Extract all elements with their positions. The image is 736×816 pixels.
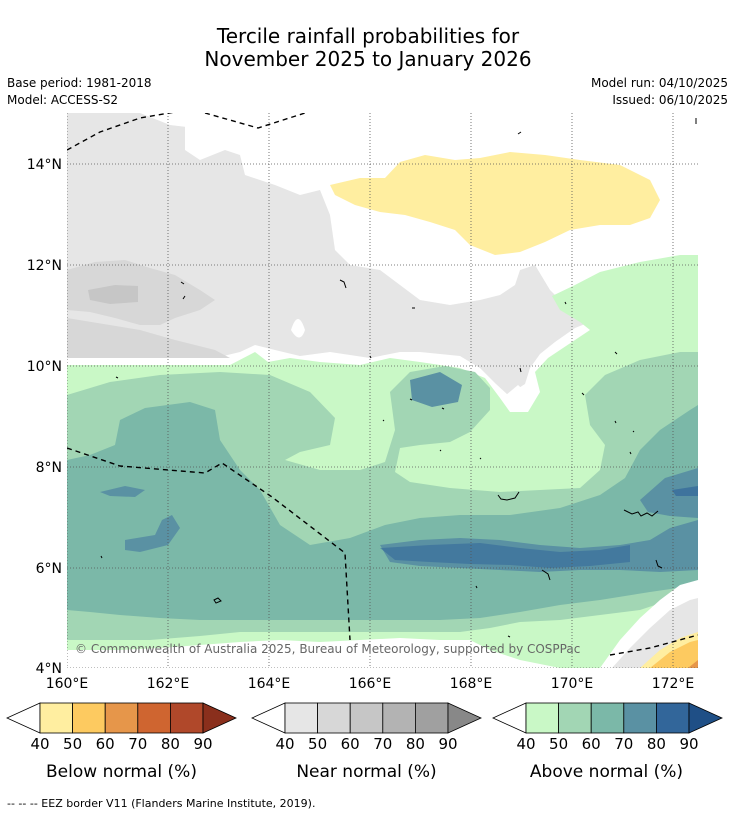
below-normal-60: [688, 660, 698, 668]
colorbar-tick-label: 80: [406, 735, 425, 753]
colorbar-above-normal: 40 50 60 70 80 90: [492, 702, 723, 753]
near-normal-60: [88, 285, 138, 304]
colorbar-segment: [72, 702, 106, 734]
above-normal-80: [380, 543, 630, 568]
colorbar-extend-low: [492, 702, 527, 734]
model-run: Model run: 04/10/2025: [590, 76, 728, 90]
colorbar-segment: [137, 702, 171, 734]
colorbar-tick-label: 80: [647, 735, 666, 753]
colorbar-tick-label: 50: [549, 735, 568, 753]
colorbar-segment: [558, 702, 592, 734]
lat-label: 8°N: [36, 460, 62, 476]
below-normal-region: [330, 152, 660, 255]
colorbar-segment: [525, 702, 559, 734]
colorbar-tick-label: 70: [614, 735, 633, 753]
white-gap: [140, 113, 360, 130]
colorbar-segment: [284, 702, 318, 734]
map-gridlines: [67, 113, 698, 668]
lon-label: 172°E: [652, 676, 695, 692]
lat-label: 14°N: [27, 157, 62, 173]
colorbar-tick-label: 60: [582, 735, 601, 753]
base-period: Base period: 1981-2018: [7, 76, 152, 90]
lon-label: 170°E: [551, 676, 594, 692]
colorbar-segment: [39, 702, 73, 734]
near-normal-50: [67, 260, 215, 325]
colorbar-below-normal: 40 50 60 70 80 90: [6, 702, 237, 753]
lat-label: 12°N: [27, 258, 62, 274]
above-normal-70: [640, 468, 698, 518]
eez-border: [67, 113, 698, 656]
colorbar-segment: [169, 702, 204, 734]
colorbar-tick-label: 70: [128, 735, 147, 753]
lon-label: 166°E: [349, 676, 392, 692]
colorbar-tick-label: 70: [373, 735, 392, 753]
eez-footnote: -- -- -- EEZ border V11 (Flanders Marine…: [7, 797, 316, 810]
colorbar-tick-label: 40: [275, 735, 294, 753]
lon-label: 164°E: [248, 676, 291, 692]
lat-label: 10°N: [27, 359, 62, 375]
colorbar-tick-label: 90: [438, 735, 457, 753]
below-normal-50: [650, 640, 698, 668]
lon-label: 168°E: [450, 676, 493, 692]
colorbar-segment: [656, 702, 690, 734]
chart-title-line2: November 2025 to January 2026: [204, 47, 532, 71]
colorbar-segment: [104, 702, 139, 734]
colorbar-segment: [382, 702, 416, 734]
colorbar-extend-high: [202, 702, 237, 734]
colorbar-segment: [414, 702, 449, 734]
colorbar-tick-label: 40: [30, 735, 49, 753]
colorbar-tick-label: 60: [96, 735, 115, 753]
lon-label: 160°E: [46, 676, 89, 692]
colorbar-title-above: Above normal (%): [529, 762, 684, 782]
colorbar-tick-label: 50: [63, 735, 82, 753]
islands: [100, 118, 697, 638]
colorbar-near-normal: 40 50 60 70 80 90: [251, 702, 482, 753]
white-gap: [291, 319, 305, 338]
lat-label: 6°N: [36, 561, 62, 577]
colorbar-segment: [590, 702, 625, 734]
near-normal-region: [67, 113, 590, 395]
above-normal-70: [125, 515, 180, 552]
colorbar-legend: 40 50 60 70 80 90 40 50 60 70 80 90 40 50 60 70 80 90: [6, 702, 723, 753]
colorbar-extend-high: [688, 702, 723, 734]
above-normal-80: [672, 486, 698, 496]
colorbar-tick-label: 50: [308, 735, 327, 753]
above-normal-70: [410, 372, 462, 407]
colorbar-tick-label: 40: [516, 735, 535, 753]
colorbar-tick-label: 90: [679, 735, 698, 753]
lon-label: 162°E: [147, 676, 190, 692]
copyright-notice: © Commonwealth of Australia 2025, Bureau…: [75, 642, 580, 656]
colorbar-extend-low: [251, 702, 286, 734]
issued-date: Issued: 06/10/2025: [612, 93, 728, 107]
colorbar-segment: [623, 702, 657, 734]
colorbar-title-near: Near normal (%): [296, 762, 437, 782]
colorbar-segment: [349, 702, 384, 734]
probability-map: 14°N 12°N 10°N 8°N 6°N 4°N 160°E 162°E 1…: [27, 113, 698, 692]
colorbar-extend-low: [6, 702, 41, 734]
near-normal-50: [67, 318, 230, 358]
colorbar-title-below: Below normal (%): [46, 762, 197, 782]
colorbar-segment: [317, 702, 351, 734]
lat-label: 4°N: [36, 661, 62, 677]
above-normal-70: [100, 486, 145, 497]
colorbar-tick-label: 60: [341, 735, 360, 753]
colorbar-tick-label: 80: [161, 735, 180, 753]
colorbar-extend-high: [447, 702, 482, 734]
chart-title-line1: Tercile rainfall probabilities for: [216, 24, 520, 48]
colorbar-tick-label: 90: [193, 735, 212, 753]
model-name: Model: ACCESS-S2: [7, 93, 119, 107]
